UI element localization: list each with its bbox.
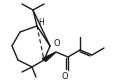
Text: H: H xyxy=(38,18,44,27)
Text: O: O xyxy=(53,39,59,48)
Polygon shape xyxy=(42,52,56,61)
Text: O: O xyxy=(61,72,67,81)
